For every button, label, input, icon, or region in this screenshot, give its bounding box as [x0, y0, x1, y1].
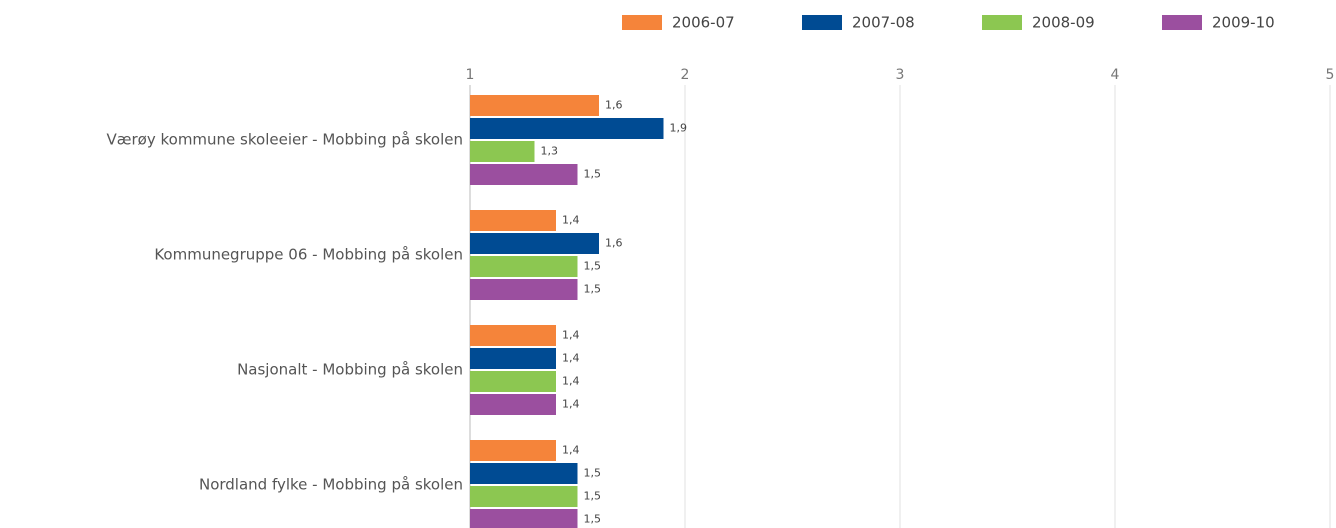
- legend-label: 2008-09: [1032, 14, 1095, 32]
- legend-swatch: [622, 15, 662, 30]
- value-label: 1,6: [605, 99, 623, 112]
- value-label: 1,5: [584, 260, 602, 273]
- value-label: 1,6: [605, 237, 623, 250]
- x-tick-label: 4: [1111, 67, 1120, 83]
- value-label: 1,4: [562, 352, 580, 365]
- legend-swatch: [1162, 15, 1202, 30]
- bar: [470, 486, 578, 507]
- legend-label: 2006-07: [672, 14, 735, 32]
- bar: [470, 325, 556, 346]
- legend-label: 2009-10: [1212, 14, 1275, 32]
- legend-swatch: [802, 15, 842, 30]
- bar: [470, 164, 578, 185]
- bar: [470, 463, 578, 484]
- value-label: 1,4: [562, 444, 580, 457]
- bar: [470, 256, 578, 277]
- bar: [470, 371, 556, 392]
- bar: [470, 141, 535, 162]
- x-tick-label: 5: [1326, 67, 1335, 83]
- bar: [470, 509, 578, 528]
- value-label: 1,5: [584, 513, 602, 526]
- bar: [470, 394, 556, 415]
- bar: [470, 233, 599, 254]
- category-label: Nasjonalt - Mobbing på skolen: [237, 361, 463, 379]
- value-label: 1,5: [584, 283, 602, 296]
- category-label: Værøy kommune skoleeier - Mobbing på sko…: [107, 131, 463, 149]
- x-tick-label: 3: [896, 67, 905, 83]
- value-label: 1,9: [670, 122, 688, 135]
- bar: [470, 210, 556, 231]
- value-label: 1,5: [584, 467, 602, 480]
- bar: [470, 348, 556, 369]
- value-label: 1,5: [584, 490, 602, 503]
- legend-swatch: [982, 15, 1022, 30]
- value-label: 1,4: [562, 329, 580, 342]
- x-tick-label: 1: [466, 67, 475, 83]
- value-label: 1,3: [541, 145, 559, 158]
- category-label: Nordland fylke - Mobbing på skolen: [199, 476, 463, 494]
- value-label: 1,4: [562, 375, 580, 388]
- bar: [470, 118, 664, 139]
- value-label: 1,5: [584, 168, 602, 181]
- x-tick-label: 2: [681, 67, 690, 83]
- legend-label: 2007-08: [852, 14, 915, 32]
- bar: [470, 279, 578, 300]
- category-label: Kommunegruppe 06 - Mobbing på skolen: [154, 246, 463, 264]
- bar: [470, 95, 599, 116]
- value-label: 1,4: [562, 214, 580, 227]
- value-label: 1,4: [562, 398, 580, 411]
- bar: [470, 440, 556, 461]
